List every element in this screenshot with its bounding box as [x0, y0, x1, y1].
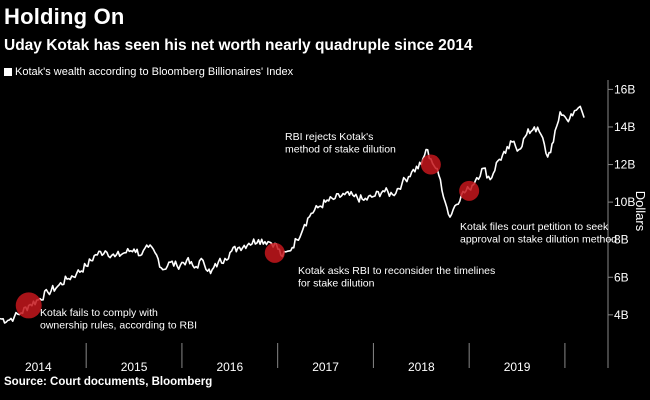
event-marker: [459, 180, 480, 201]
annotation-text: Kotak files court petition to seek: [460, 221, 609, 233]
x-tick-label: 2016: [216, 360, 243, 374]
annotation-text: approval on stake dilution method: [460, 234, 617, 246]
year-separator-layer: [85, 343, 566, 368]
event-marker: [15, 292, 42, 319]
y-tick-label: 8B: [614, 233, 629, 247]
legend-swatch: [4, 68, 12, 76]
y-tick-label: 6B: [614, 270, 629, 284]
chart-title: Holding On: [4, 4, 125, 29]
x-tick-label: 2017: [312, 360, 339, 374]
annotation-text: RBI rejects Kotak's: [285, 131, 373, 143]
event-marker-layer: [15, 154, 480, 319]
x-tick-label: 2015: [121, 360, 148, 374]
annotation-text: for stake dilution: [298, 278, 375, 290]
legend-label: Kotak's wealth according to Bloomberg Bi…: [15, 66, 294, 78]
chart-subtitle: Uday Kotak has seen his net worth nearly…: [4, 37, 473, 54]
y-tick-label: 14B: [614, 120, 635, 134]
series-layer: [0, 105, 585, 324]
source-note: Source: Court documents, Bloomberg: [4, 376, 213, 388]
x-tick-label: 2019: [504, 360, 531, 374]
y-tick-label: 10B: [614, 195, 635, 209]
legend: Kotak's wealth according to Bloomberg Bi…: [4, 66, 293, 78]
annotation-text: ownership rules, according to RBI: [40, 320, 197, 332]
y-axis-title: Dollars: [633, 191, 648, 232]
y-tick-label: 12B: [614, 158, 635, 172]
event-marker: [420, 154, 441, 175]
event-marker: [264, 242, 285, 263]
annotation-text: Kotak asks RBI to reconsider the timelin…: [298, 265, 495, 277]
x-tick-label: 2014: [25, 360, 52, 374]
y-tick-label: 4B: [614, 308, 629, 322]
y-tick-label: 16B: [614, 82, 635, 96]
annotation-text: Kotak fails to comply with: [40, 307, 158, 319]
axis-layer: 4B 6B 8B 10B 12B 14B 16B Dollars 2014 2015 2016 201…: [25, 80, 648, 374]
series-line: [0, 105, 585, 324]
annotation-text: method of stake dilution: [285, 144, 396, 156]
x-tick-label: 2018: [408, 360, 435, 374]
